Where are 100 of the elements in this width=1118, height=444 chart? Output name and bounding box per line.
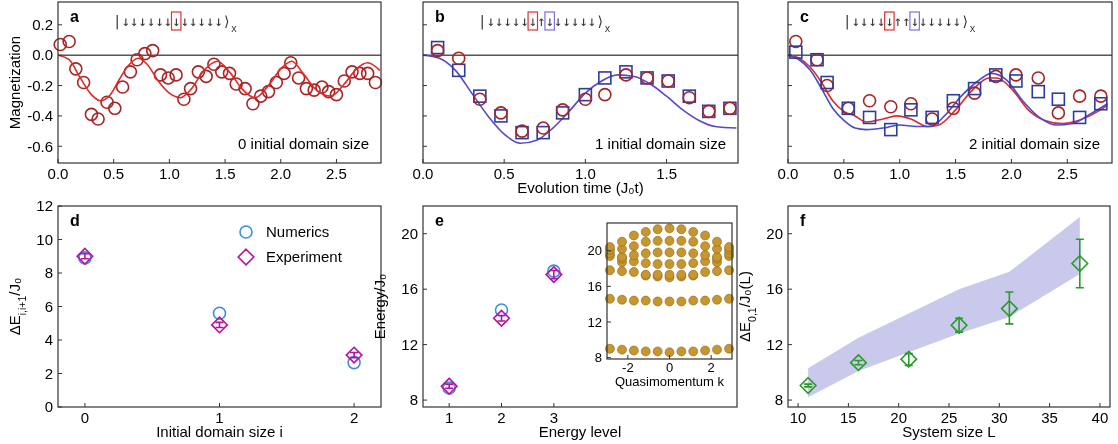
point bbox=[345, 346, 363, 364]
point bbox=[862, 110, 877, 125]
x-tick-label: 40 bbox=[1091, 409, 1109, 426]
point bbox=[492, 309, 511, 327]
x-tick-label: 2.0 bbox=[270, 165, 292, 182]
point bbox=[222, 66, 237, 81]
point bbox=[883, 122, 898, 137]
y-tick-label: -0.4 bbox=[27, 107, 53, 125]
point bbox=[1094, 96, 1108, 111]
point bbox=[1009, 68, 1023, 82]
point bbox=[145, 43, 160, 58]
chart-title: e bbox=[435, 212, 444, 229]
chart-title: f bbox=[800, 212, 806, 229]
x-tick-label: 25 bbox=[940, 409, 958, 426]
point bbox=[1051, 92, 1066, 107]
x-tick-label: 1 bbox=[215, 409, 224, 426]
point bbox=[950, 316, 968, 334]
y-tick-label: 8 bbox=[594, 350, 602, 366]
point bbox=[1072, 110, 1087, 125]
point bbox=[1031, 71, 1046, 85]
chart-title: a bbox=[70, 8, 79, 25]
point bbox=[347, 355, 361, 370]
point bbox=[199, 69, 213, 84]
point bbox=[946, 101, 961, 116]
x-tick-label: 1.0 bbox=[158, 165, 180, 182]
y-tick-label: 8 bbox=[44, 264, 53, 282]
point bbox=[967, 81, 982, 96]
x-tick-label: 1.0 bbox=[889, 165, 911, 182]
point bbox=[536, 121, 550, 135]
y-tick-label: -0.6 bbox=[27, 137, 53, 155]
y-tick-label: 4 bbox=[44, 331, 53, 349]
point bbox=[578, 92, 593, 107]
point bbox=[100, 95, 114, 110]
x-tick-label: 1.5 bbox=[656, 165, 677, 182]
point bbox=[789, 34, 803, 49]
x-tick-label: 0.5 bbox=[103, 165, 125, 182]
x-axis-title: Energy level bbox=[538, 423, 622, 440]
point bbox=[161, 71, 176, 85]
legend-label: Numerics bbox=[266, 223, 330, 240]
point bbox=[269, 75, 284, 90]
point bbox=[191, 65, 206, 79]
y-tick-label: 12 bbox=[587, 314, 602, 330]
x-tick-label: 2.5 bbox=[1056, 165, 1078, 182]
y-axis-title: Energy/J₀ bbox=[371, 273, 388, 340]
point bbox=[169, 68, 183, 82]
y-tick-label: 12 bbox=[36, 197, 53, 215]
x-tick-label: 35 bbox=[1041, 409, 1058, 426]
x-tick-label: -2 bbox=[622, 360, 634, 375]
point bbox=[946, 93, 961, 108]
point bbox=[115, 80, 130, 94]
y-tick-label: 0.2 bbox=[32, 16, 53, 34]
chart-title: d bbox=[70, 212, 80, 229]
y-tick-label: 12 bbox=[401, 335, 418, 353]
point bbox=[69, 62, 83, 76]
annotation: 0 initial domain size bbox=[238, 135, 369, 152]
y-tick-label: 16 bbox=[401, 280, 418, 298]
annotation: 1 initial domain size bbox=[595, 135, 726, 152]
point bbox=[345, 65, 359, 79]
point bbox=[246, 96, 260, 111]
point bbox=[76, 247, 94, 265]
point bbox=[91, 112, 105, 126]
x-tick-label: 15 bbox=[840, 409, 857, 426]
point bbox=[315, 80, 329, 94]
point bbox=[212, 306, 227, 320]
point bbox=[849, 354, 868, 372]
point bbox=[214, 65, 229, 79]
point bbox=[473, 92, 487, 107]
x-tick-label: 2 bbox=[349, 409, 359, 426]
point bbox=[862, 93, 877, 108]
point bbox=[545, 266, 563, 284]
y-tick-label: 16 bbox=[587, 278, 602, 294]
y-tick-label: 0.0 bbox=[32, 46, 53, 64]
x-tick-label: 30 bbox=[990, 409, 1008, 426]
point bbox=[153, 68, 168, 82]
point bbox=[283, 55, 298, 70]
x-axis-title: Evolution time (J₀t) bbox=[517, 179, 644, 196]
x-tick-label: 20 bbox=[890, 409, 908, 426]
x-tick-label: 0.5 bbox=[833, 165, 855, 182]
point bbox=[1000, 299, 1018, 318]
legend-label: Experiment bbox=[266, 248, 343, 265]
y-tick-label: 6 bbox=[44, 297, 53, 315]
point bbox=[440, 377, 458, 395]
point bbox=[183, 81, 198, 96]
y-tick-label: 20 bbox=[401, 224, 418, 242]
point bbox=[900, 350, 918, 368]
point bbox=[307, 83, 321, 97]
point bbox=[62, 34, 76, 49]
point bbox=[789, 45, 803, 59]
point bbox=[238, 81, 252, 96]
point bbox=[1051, 106, 1066, 120]
point bbox=[138, 46, 152, 61]
point bbox=[967, 86, 982, 100]
y-tick-label: 8 bbox=[774, 391, 783, 409]
chart-title: c bbox=[800, 8, 809, 25]
y-tick-label: 20 bbox=[587, 243, 602, 259]
point bbox=[451, 63, 466, 78]
point bbox=[904, 96, 918, 111]
x-tick-label: 2 bbox=[707, 360, 715, 375]
point bbox=[337, 74, 352, 88]
point bbox=[799, 376, 817, 395]
